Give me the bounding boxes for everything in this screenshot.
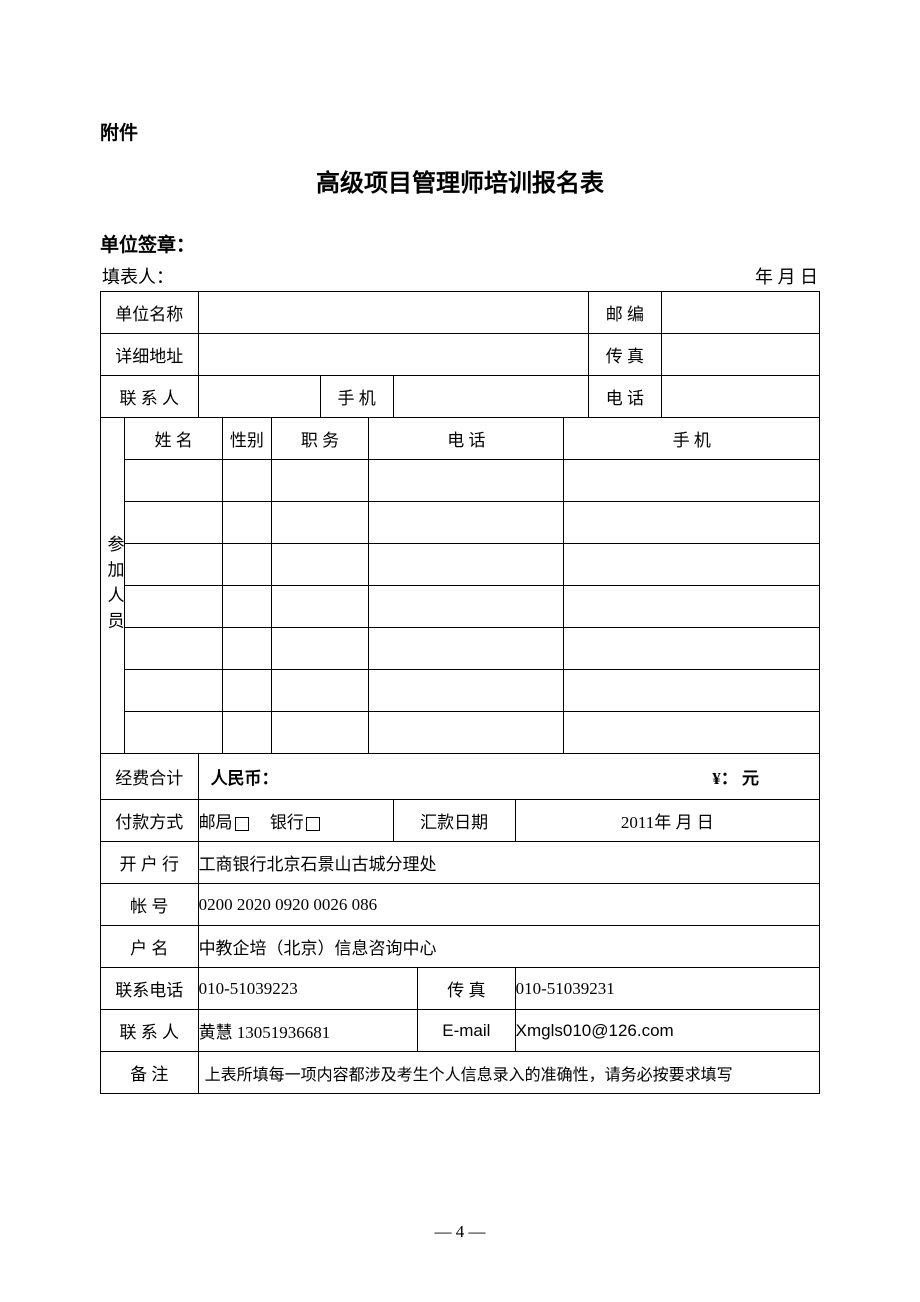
p4-mobile[interactable] [564, 586, 820, 628]
label-contact-person: 联 系 人 [101, 1010, 199, 1052]
p5-phone[interactable] [369, 628, 564, 670]
p5-gender[interactable] [222, 628, 271, 670]
value-remark: 上表所填每一项内容都涉及考生个人信息录入的准确性，请务必按要求填写 [198, 1052, 819, 1094]
p6-position[interactable] [271, 670, 369, 712]
p1-mobile[interactable] [564, 460, 820, 502]
label-fax: 传 真 [588, 334, 661, 376]
p7-gender[interactable] [222, 712, 271, 754]
p6-gender[interactable] [222, 670, 271, 712]
input-address[interactable] [198, 334, 588, 376]
registration-form-table: 单位名称 邮 编 详细地址 传 真 联 系 人 手 机 电 话 参加人员 [100, 291, 820, 1094]
label-total-fee: 经费合计 [101, 754, 199, 800]
p3-position[interactable] [271, 544, 369, 586]
input-fax[interactable] [661, 334, 819, 376]
col-gender: 性别 [222, 418, 271, 460]
p2-phone[interactable] [369, 502, 564, 544]
p6-name[interactable] [125, 670, 223, 712]
p2-position[interactable] [271, 502, 369, 544]
input-contact[interactable] [198, 376, 320, 418]
col-position: 职 务 [271, 418, 369, 460]
p5-mobile[interactable] [564, 628, 820, 670]
label-postcode: 邮 编 [588, 292, 661, 334]
p4-position[interactable] [271, 586, 369, 628]
attachment-label: 附件 [100, 118, 820, 145]
p4-name[interactable] [125, 586, 223, 628]
checkbox-bank[interactable] [306, 817, 320, 831]
label-unit-name: 单位名称 [101, 292, 199, 334]
label-contact-phone: 联系电话 [101, 968, 199, 1010]
p5-position[interactable] [271, 628, 369, 670]
pay-method-options[interactable]: 邮局 银行 [198, 800, 393, 842]
label-mobile: 手 机 [320, 376, 393, 418]
value-total-fee[interactable]: 人民币： ¥： 元 [198, 754, 819, 800]
p1-phone[interactable] [369, 460, 564, 502]
input-unit-name[interactable] [198, 292, 588, 334]
value-account: 0200 2020 0920 0026 086 [198, 884, 819, 926]
value-fax2: 010-51039231 [515, 968, 819, 1010]
p3-name[interactable] [125, 544, 223, 586]
p1-position[interactable] [271, 460, 369, 502]
label-participants: 参加人员 [101, 418, 125, 754]
p2-name[interactable] [125, 502, 223, 544]
p7-mobile[interactable] [564, 712, 820, 754]
p1-gender[interactable] [222, 460, 271, 502]
label-remark: 备 注 [101, 1052, 199, 1094]
p1-name[interactable] [125, 460, 223, 502]
p7-name[interactable] [125, 712, 223, 754]
col-phone: 电 话 [369, 418, 564, 460]
input-mobile[interactable] [393, 376, 588, 418]
label-remit-date: 汇款日期 [393, 800, 515, 842]
value-contact-phone: 010-51039223 [198, 968, 418, 1010]
label-address: 详细地址 [101, 334, 199, 376]
checkbox-post[interactable] [235, 817, 249, 831]
input-phone[interactable] [661, 376, 819, 418]
p4-phone[interactable] [369, 586, 564, 628]
value-bank-name: 工商银行北京石景山古城分理处 [198, 842, 819, 884]
seal-label: 单位签章： [100, 230, 820, 257]
p7-position[interactable] [271, 712, 369, 754]
p2-gender[interactable] [222, 502, 271, 544]
p3-gender[interactable] [222, 544, 271, 586]
p6-mobile[interactable] [564, 670, 820, 712]
label-account-name: 户 名 [101, 926, 199, 968]
value-remit-date[interactable]: 2011年 月 日 [515, 800, 819, 842]
p6-phone[interactable] [369, 670, 564, 712]
value-contact-person: 黄慧 13051936681 [198, 1010, 418, 1052]
value-email: Xmgls010@126.com [515, 1010, 819, 1052]
page-number: — 4 — [0, 1222, 920, 1242]
label-fax2: 传 真 [418, 968, 516, 1010]
yuan-label: ¥： 元 [712, 764, 759, 789]
label-pay-method: 付款方式 [101, 800, 199, 842]
p2-mobile[interactable] [564, 502, 820, 544]
label-email: E-mail [418, 1010, 516, 1052]
label-contact: 联 系 人 [101, 376, 199, 418]
p3-mobile[interactable] [564, 544, 820, 586]
form-title: 高级项目管理师培训报名表 [100, 163, 820, 198]
p7-phone[interactable] [369, 712, 564, 754]
col-mobile: 手 机 [564, 418, 820, 460]
value-account-name: 中教企培（北京）信息咨询中心 [198, 926, 819, 968]
p3-phone[interactable] [369, 544, 564, 586]
label-account: 帐 号 [101, 884, 199, 926]
label-bank-name: 开 户 行 [101, 842, 199, 884]
col-name: 姓 名 [125, 418, 223, 460]
rmb-label: 人民币： [211, 764, 279, 789]
p5-name[interactable] [125, 628, 223, 670]
p4-gender[interactable] [222, 586, 271, 628]
filler-label: 填表人： [102, 263, 174, 289]
input-postcode[interactable] [661, 292, 819, 334]
date-label: 年 月 日 [755, 263, 818, 289]
label-phone: 电 话 [588, 376, 661, 418]
